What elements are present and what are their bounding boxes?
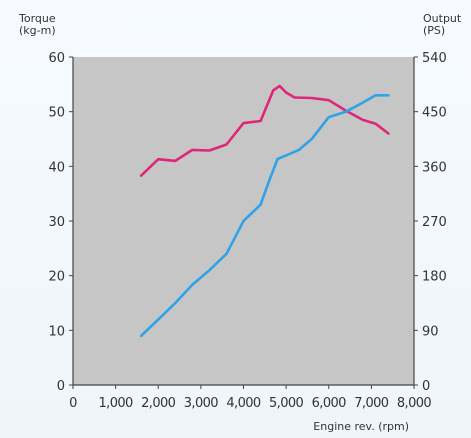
left-tick-label: 60	[48, 51, 65, 66]
right-axis-title-line2: (PS)	[423, 24, 445, 37]
left-tick-label: 0	[57, 379, 65, 394]
x-tick-label: 5,000	[269, 396, 304, 411]
right-tick-label: 180	[422, 270, 447, 285]
output-series-line	[139, 94, 390, 338]
x-tick-label: 8,000	[397, 396, 432, 411]
series-layer	[139, 84, 390, 338]
x-axis-title: Engine rev. (rpm)	[313, 420, 409, 433]
right-tick-label: 0	[422, 379, 430, 394]
left-tick-label: 10	[48, 324, 65, 339]
left-axis-title-line2: (kg-m)	[19, 24, 56, 37]
axis-titles: Torque (kg-m) Output (PS) Engine rev. (r…	[18, 12, 462, 433]
x-tick-label: 4,000	[226, 396, 261, 411]
right-tick-label: 360	[422, 160, 447, 175]
x-tick-label: 0	[69, 396, 77, 411]
right-tick-label: 270	[422, 215, 447, 230]
x-tick-label: 3,000	[184, 396, 219, 411]
right-tick-label: 540	[422, 51, 447, 66]
x-tick-label: 2,000	[141, 396, 176, 411]
left-tick-label: 20	[48, 270, 65, 285]
left-axis-title-line1: Torque	[18, 12, 56, 25]
right-tick-label: 450	[422, 106, 447, 121]
right-tick-label: 90	[422, 324, 439, 339]
x-tick-label: 1,000	[99, 396, 134, 411]
x-tick-label: 6,000	[312, 396, 347, 411]
left-tick-label: 30	[48, 215, 65, 230]
left-tick-label: 50	[48, 106, 65, 121]
axes: 0 10 20 30 40 50 60 0 90 180 270 360 450 540 0 1,000 2,0…	[48, 51, 446, 411]
left-tick-label: 40	[48, 160, 65, 175]
x-tick-label: 7,000	[354, 396, 389, 411]
right-axis-title-line1: Output	[423, 12, 462, 25]
torque-series-line	[139, 84, 390, 177]
